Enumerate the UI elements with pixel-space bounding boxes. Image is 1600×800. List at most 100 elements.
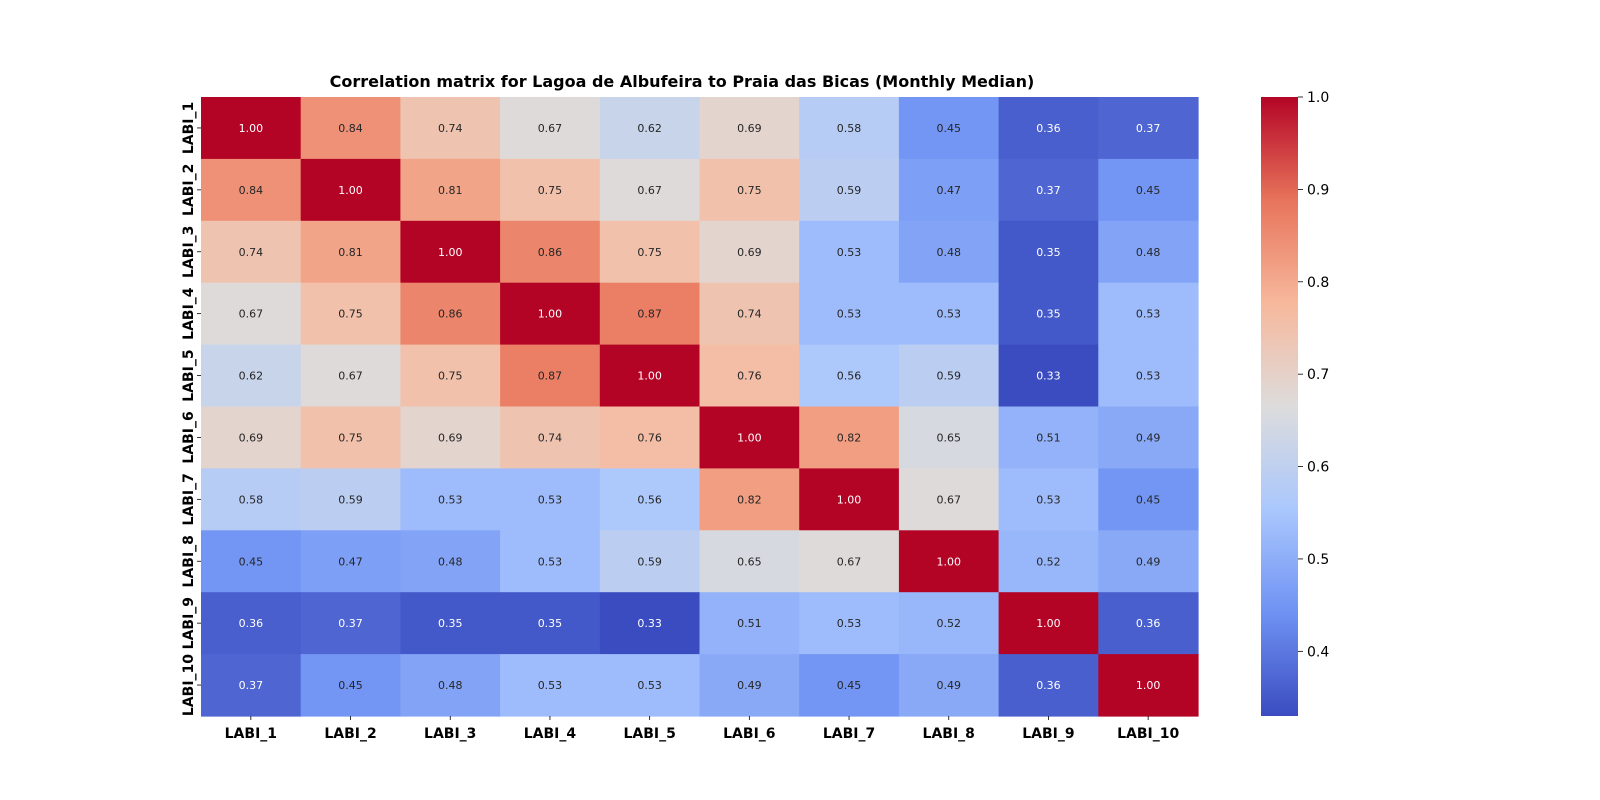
heatmap-cell	[898, 468, 1000, 531]
heatmap-cell	[799, 654, 900, 717]
cell-value-label: 0.48	[1136, 246, 1161, 259]
colorbar-gradient	[1261, 97, 1298, 716]
cell-value-label: 0.33	[1036, 370, 1061, 383]
chart-title: Correlation matrix for Lagoa de Albufeir…	[330, 72, 1035, 91]
heatmap-cell	[201, 592, 302, 655]
heatmap-cell	[898, 592, 1000, 655]
heatmap-cell	[300, 406, 401, 469]
heatmap-cell	[599, 530, 701, 593]
heatmap-cell	[400, 282, 501, 346]
heatmap-cell	[400, 158, 501, 222]
cell-value-label: 0.53	[837, 308, 862, 321]
cell-value-label: 0.53	[1036, 493, 1061, 506]
heatmap-cell	[1098, 282, 1199, 346]
heatmap-cells	[201, 97, 1199, 717]
colorbar-ticks: 0.4 0.5 0.6 0.7 0.8 0.9 1.0	[1298, 90, 1329, 660]
cell-value-label: 0.36	[1136, 617, 1161, 630]
heatmap-cell	[898, 406, 1000, 469]
cell-value-label: 0.67	[338, 370, 363, 383]
cell-value-label: 0.37	[1136, 122, 1161, 135]
heatmap-cell	[400, 592, 501, 655]
heatmap-cell	[500, 592, 601, 655]
heatmap-cell	[500, 220, 601, 284]
heatmap-cell	[500, 406, 601, 469]
heatmap-cell	[599, 158, 701, 222]
cell-value-label: 0.53	[637, 679, 662, 692]
cell-value-label: 0.53	[538, 679, 563, 692]
heatmap-cell	[300, 592, 401, 655]
cell-value-label: 0.35	[438, 617, 463, 630]
heatmap-cell	[201, 654, 302, 717]
heatmap-cell	[400, 406, 501, 469]
cell-value-label: 0.59	[637, 555, 662, 568]
cell-value-label: 0.45	[937, 122, 962, 135]
heatmap-cell	[1098, 530, 1199, 593]
cell-value-label: 0.36	[1036, 679, 1061, 692]
heatmap-cell	[201, 220, 302, 284]
cell-value-label: 1.00	[239, 122, 264, 135]
heatmap-cell	[699, 406, 800, 469]
heatmap-cell	[599, 282, 701, 346]
x-tick-label: LABI_8	[923, 726, 975, 742]
heatmap-cell	[1098, 220, 1199, 284]
heatmap-cell-labels: 1.00 0.84 0.74 0.67 0.62 0.69 0.58 0.45 0.36 0.37…	[239, 122, 1161, 692]
cell-value-label: 0.69	[239, 431, 264, 444]
cell-value-label: 0.74	[239, 246, 264, 259]
x-axis-tick-labels: LABI_1 LABI_2 LABI_3 LABI_4 LABI_5 LABI_6 LABI…	[225, 716, 1179, 742]
heatmap-cell	[799, 97, 900, 160]
cell-value-label: 0.45	[837, 679, 862, 692]
x-tick-label: LABI_3	[424, 726, 476, 742]
cell-value-label: 0.82	[737, 493, 762, 506]
colorbar-tick-label: 0.7	[1307, 367, 1329, 383]
heatmap-cell	[799, 344, 900, 408]
cell-value-label: 1.00	[538, 308, 563, 321]
cell-value-label: 0.52	[937, 617, 962, 630]
cell-value-label: 1.00	[737, 431, 762, 444]
cell-value-label: 0.36	[239, 617, 264, 630]
cell-value-label: 0.45	[239, 555, 264, 568]
colorbar-tick-label: 1.0	[1307, 90, 1329, 106]
x-tick-label: LABI_1	[225, 726, 277, 742]
cell-value-label: 0.45	[338, 679, 363, 692]
cell-value-label: 1.00	[438, 246, 463, 259]
cell-value-label: 0.82	[837, 431, 862, 444]
heatmap-cell	[201, 344, 302, 408]
cell-value-label: 0.67	[538, 122, 563, 135]
heatmap-cell	[400, 530, 501, 593]
colorbar-tick-label: 0.4	[1307, 644, 1329, 660]
cell-value-label: 0.87	[538, 370, 563, 383]
heatmap-cell	[898, 158, 1000, 222]
y-axis-tick-labels: LABI_1 LABI_2 LABI_3 LABI_4 LABI_5 LABI_6 LABI…	[181, 102, 201, 716]
heatmap-cell	[500, 158, 601, 222]
cell-value-label: 0.56	[837, 370, 862, 383]
heatmap-cell	[599, 97, 701, 160]
x-tick-label: LABI_10	[1117, 726, 1179, 742]
colorbar-tick-label: 0.5	[1307, 552, 1329, 568]
cell-value-label: 0.62	[239, 370, 264, 383]
heatmap-cell	[799, 530, 900, 593]
heatmap-cell	[699, 158, 800, 222]
cell-value-label: 0.59	[837, 184, 862, 197]
cell-value-label: 0.74	[737, 308, 762, 321]
heatmap-cell	[699, 282, 800, 346]
heatmap-cell	[1098, 158, 1199, 222]
y-tick-label: LABI_6	[181, 411, 197, 463]
heatmap-cell	[699, 468, 800, 531]
cell-value-label: 0.86	[438, 308, 463, 321]
heatmap-cell	[400, 97, 501, 160]
cell-value-label: 1.00	[1036, 617, 1061, 630]
heatmap-cell	[599, 344, 701, 408]
cell-value-label: 0.74	[438, 122, 463, 135]
heatmap-cell	[1098, 344, 1199, 408]
cell-value-label: 0.58	[837, 122, 862, 135]
heatmap-cell	[699, 344, 800, 408]
cell-value-label: 0.51	[737, 617, 762, 630]
cell-value-label: 0.37	[1036, 184, 1061, 197]
cell-value-label: 0.81	[438, 184, 463, 197]
x-tick-label: LABI_6	[723, 726, 775, 742]
cell-value-label: 0.67	[239, 308, 264, 321]
cell-value-label: 0.56	[637, 493, 662, 506]
cell-value-label: 0.75	[637, 246, 662, 259]
cell-value-label: 0.59	[338, 493, 363, 506]
heatmap-cell	[599, 406, 701, 469]
